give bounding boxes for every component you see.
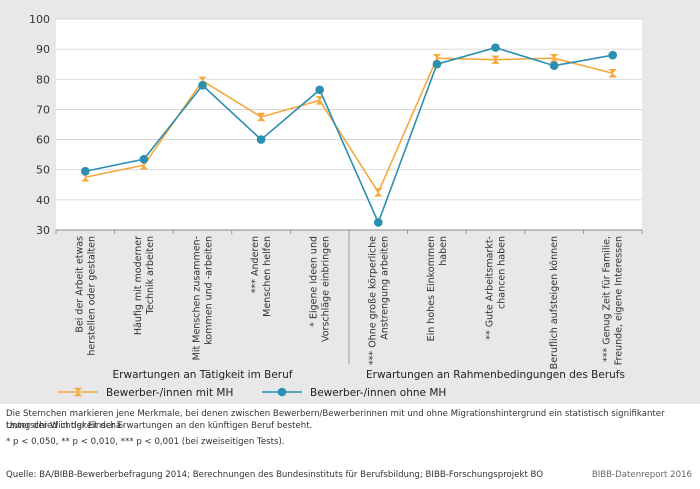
significance-note: * p < 0,050, ** p < 0,010, *** p < 0,001…	[6, 437, 285, 447]
data-point	[256, 112, 266, 122]
source-note: Quelle: BA/BIBB-Bewerberbefragung 2014; …	[6, 470, 544, 480]
category-label: Häufig mit modernerTechnik arbeiten	[133, 236, 156, 335]
group-label: Erwartungen an Rahmenbedingungen des Ber…	[366, 369, 625, 381]
brand-label: BIBB-Datenreport 2016	[591, 470, 692, 480]
data-point	[315, 85, 325, 95]
y-tick-label: 70	[36, 103, 50, 116]
data-point	[81, 173, 90, 182]
data-point	[374, 188, 383, 197]
data-point	[198, 76, 207, 85]
data-point	[374, 218, 383, 227]
data-point	[432, 59, 442, 69]
data-point	[549, 61, 559, 71]
category-label: Mit Menschen zusammen-kommen und -arbeit…	[192, 236, 215, 360]
y-tick-label: 100	[29, 13, 50, 26]
legend-label: Bewerber-/innen mit MH	[106, 387, 233, 399]
category-label: *** Ohne große körperlicheAnstrengung ar…	[367, 236, 390, 365]
y-tick-label: 40	[36, 194, 50, 207]
data-point	[315, 96, 324, 105]
category-label: ** Gute Arbeitsmarkt-chancen haben	[485, 236, 508, 340]
group-label: Erwartungen an Tätigkeit im Beruf	[113, 369, 293, 381]
data-point	[256, 135, 266, 144]
data-point	[139, 154, 149, 164]
y-tick-label: 60	[36, 134, 50, 147]
data-point	[608, 69, 617, 78]
y-tick-label: 80	[36, 73, 50, 86]
category-label: Ein hohes Einkommenhaben	[426, 236, 449, 341]
plot-area	[56, 19, 642, 230]
y-tick-label: 30	[36, 224, 50, 237]
category-label: *** AnderenMenschen helfen	[250, 236, 273, 317]
data-point	[432, 53, 442, 63]
data-point	[549, 53, 559, 63]
data-point	[81, 166, 90, 176]
category-label: *** Genug Zeit für Familie,Freunde, eige…	[602, 236, 625, 365]
line-chart: 30 40 50 60 70 80 90 100 Bei der Arbeit etwasher…	[29, 13, 643, 399]
data-point	[608, 50, 617, 60]
footnote-line-2: tzung der Wichtigkeit der Erwartungen an…	[6, 421, 313, 431]
data-point	[491, 43, 500, 52]
footnote-line-1: Die Sternchen markieren jene Merkmale, b…	[6, 409, 665, 431]
legend-label: Bewerber-/innen ohne MH	[310, 387, 446, 399]
category-label: Beruflich aufsteigen können	[549, 236, 560, 369]
legend-marker	[277, 387, 287, 397]
category-label: * Eigene Ideen undVorschläge einbringen	[309, 236, 332, 342]
legend-marker	[73, 387, 83, 397]
category-label: Bei der Arbeit etwasherstellen oder gest…	[74, 236, 97, 356]
data-point	[491, 55, 500, 64]
data-point	[198, 81, 207, 90]
y-tick-label: 90	[36, 43, 50, 56]
chart-panel: 30 40 50 60 70 80 90 100 Bei der Arbeit etwasher…	[0, 0, 700, 404]
y-tick-label: 50	[36, 164, 50, 177]
series-line	[85, 46, 613, 225]
